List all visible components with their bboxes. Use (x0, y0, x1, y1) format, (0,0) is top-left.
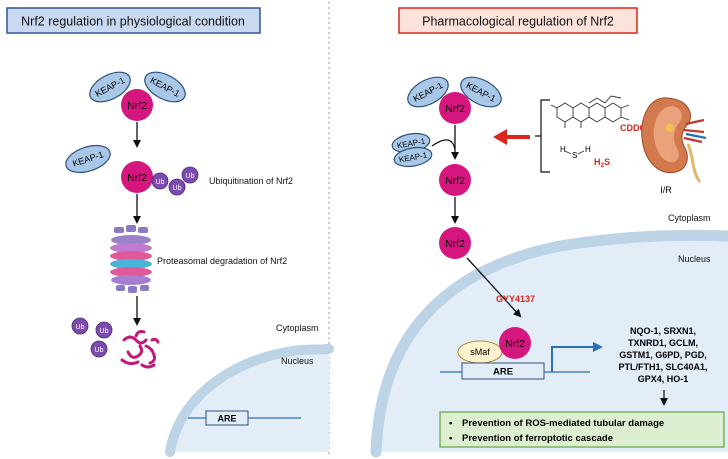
cytoplasm-label: Cytoplasm (276, 323, 319, 333)
ub-label: Ub (156, 179, 165, 186)
left-panel-title-box (6, 7, 261, 34)
proteasome-icon (110, 225, 152, 293)
outcome-bullet: • (449, 418, 453, 429)
red-arrow-icon (493, 129, 530, 145)
h-atom: H (585, 145, 591, 154)
gene-line: NQO-1, SRXN1, (630, 326, 696, 336)
nuclear-membrane (165, 344, 334, 457)
outcome-item: Prevention of ROS-mediated tubular damag… (462, 418, 664, 429)
cddo-structure-icon (550, 95, 630, 128)
ubiquitin-circle (168, 178, 186, 196)
nrf2-label: Nrf2 (127, 172, 147, 184)
nucleus-region-right (376, 235, 728, 452)
s-atom: S (572, 151, 577, 160)
ubiquitin-circle (181, 166, 199, 184)
nrf2-label: Nrf2 (505, 338, 525, 350)
nrf2-label: Nrf2 (127, 100, 147, 112)
right-panel-title: Pharmacological regulation of Nrf2 (422, 15, 614, 29)
ubiquitin-chain: Ub Ub Ub (151, 166, 199, 196)
outcome-item: Prevention of ferroptotic cascade (462, 433, 613, 444)
nrf2-circle (121, 89, 153, 121)
gene-line: GSTM1, G6PD, PGD, (619, 350, 707, 360)
nucleus-label: Nucleus (281, 356, 314, 366)
nuclear-membrane-right (370, 229, 728, 458)
nrf2-circle (499, 327, 531, 359)
ubiquitination-label: Ubiquitination of Nrf2 (209, 176, 293, 186)
nucleus-region (170, 349, 329, 452)
proteasome-label: Proteasomal degradation of Nrf2 (157, 256, 287, 266)
keap1-shape (460, 76, 502, 108)
keap1-shape (144, 71, 186, 103)
left-panel-title: Nrf2 regulation in physiological conditi… (21, 15, 245, 29)
peptide-fragments (120, 330, 160, 369)
h2s-structure-icon: H S H (560, 145, 591, 160)
ubiquitin-circle (151, 172, 169, 190)
gene-line: GPX4, HO-1 (638, 374, 689, 384)
transcription-arrow-icon (551, 342, 603, 372)
are-box (461, 362, 545, 380)
are-box (205, 410, 249, 426)
keap1-shape (407, 76, 449, 108)
nrf2-label: Nrf2 (445, 175, 465, 187)
gyy4137-label: GYY4137 (496, 294, 535, 304)
smaf-label: sMaf (470, 347, 490, 357)
keap1-nrf2-complex-right: KEAP-1 KEAP-1 Nrf2 (407, 76, 502, 124)
cddo-label: CDDO (620, 123, 647, 133)
kidney-icon (641, 97, 707, 183)
keap1-nrf2-complex-left: KEAP-1 KEAP-1 Nrf2 (89, 71, 186, 121)
gene-line: TXNRD1, GCLM, (628, 338, 698, 348)
nrf2-label: Nrf2 (445, 238, 465, 250)
cytoplasm-label: Cytoplasm (668, 213, 711, 223)
keap1-shape (89, 71, 131, 103)
keap1-shape (393, 146, 433, 168)
bracket (535, 99, 550, 173)
ub-label: Ub (95, 347, 104, 354)
gene-line: PTL/FTH1, SLC40A1, (618, 362, 707, 372)
ub-label: Ub (76, 324, 85, 331)
h-atom: H (560, 145, 566, 154)
translocation-arrow (466, 257, 522, 318)
kidney-label: I/R (660, 185, 672, 195)
nucleus-label: Nucleus (678, 254, 711, 264)
nrf2-circle (439, 227, 471, 259)
ubiquitin-circle (90, 340, 108, 358)
ub-label: Ub (186, 173, 195, 180)
outcome-box (439, 411, 725, 448)
dissociation-line (431, 139, 456, 151)
ubiquitin-circle (95, 321, 113, 339)
right-panel-title-box (398, 7, 638, 34)
target-gene-list: NQO-1, SRXN1, TXNRD1, GCLM, GSTM1, G6PD,… (618, 326, 707, 384)
keap1-shape (65, 144, 111, 174)
are-label: ARE (493, 367, 513, 378)
nrf2-label: Nrf2 (445, 103, 465, 115)
ubiquitin-circle (71, 317, 89, 335)
right-panel: Pharmacological regulation of Nrf2 KEAP-… (370, 7, 728, 458)
are-label: ARE (217, 414, 236, 424)
outcome-bullet: • (449, 433, 453, 444)
ub-label: Ub (173, 185, 182, 192)
nrf2-circle (121, 161, 153, 193)
h2s-label: H2S (594, 157, 610, 169)
nrf2-circle (439, 92, 471, 124)
ub-label: Ub (100, 328, 109, 335)
nrf2-circle (439, 164, 471, 196)
left-panel: Nrf2 regulation in physiological conditi… (6, 7, 334, 457)
